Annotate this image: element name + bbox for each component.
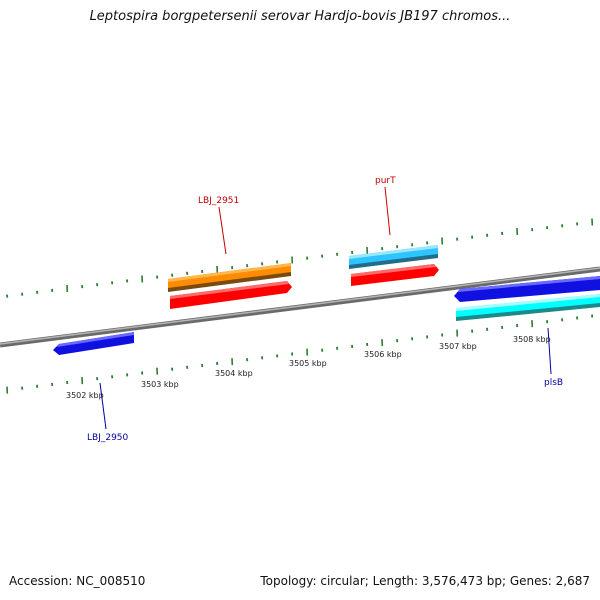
tick-row-lower xyxy=(6,314,594,394)
kbp-label: 3508 kbp xyxy=(513,335,551,344)
tick-row-upper xyxy=(6,218,594,298)
feature-lbj-2951-orange[interactable] xyxy=(168,263,291,292)
leader-plsb xyxy=(547,327,552,375)
feature-lbj-2951-red[interactable] xyxy=(170,281,292,309)
kbp-label: 3505 kbp xyxy=(289,359,327,368)
kbp-label: 3507 kbp xyxy=(439,342,477,351)
gene-label-lbj-2950[interactable]: LBJ_2950 xyxy=(87,433,129,443)
kbp-label: 3503 kbp xyxy=(141,380,179,389)
accession-label: Accession: NC_008510 xyxy=(9,574,146,588)
leader-purt xyxy=(384,186,391,236)
chromosome-backbone xyxy=(0,266,600,348)
gene-label-lbj-2951[interactable]: LBJ_2951 xyxy=(198,196,239,206)
kbp-label: 3506 kbp xyxy=(364,350,402,359)
kbp-label: 3504 kbp xyxy=(215,369,253,378)
feature-purt-red[interactable] xyxy=(351,264,439,286)
genome-summary-label: Topology: circular; Length: 3,576,473 bp… xyxy=(260,574,590,588)
leader-lbj-2951 xyxy=(218,206,227,255)
leader-lbj-2950 xyxy=(99,382,107,430)
feature-purt-sky[interactable] xyxy=(349,245,438,269)
feature-plsb-cyan[interactable] xyxy=(456,294,600,321)
map-title: Leptospira borgpetersenii serovar Hardjo… xyxy=(89,9,511,24)
feature-lbj-2950-blue[interactable] xyxy=(53,332,134,355)
gene-label-plsb[interactable]: plsB xyxy=(544,378,563,388)
feature-plsb-blue[interactable] xyxy=(454,276,600,302)
kbp-label: 3502 kbp xyxy=(66,391,104,400)
gene-label-purt[interactable]: purT xyxy=(375,176,396,186)
